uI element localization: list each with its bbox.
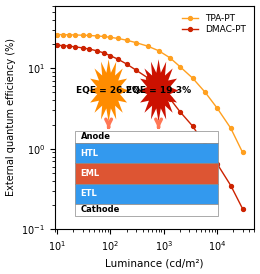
Text: Cathode: Cathode [81, 206, 120, 214]
TPA-PT [109, 36, 112, 39]
Y-axis label: External quantum efficiency (%): External quantum efficiency (%) [5, 38, 16, 196]
DMAC-PT [81, 46, 84, 50]
TPA-PT [216, 107, 219, 110]
TPA-PT [74, 33, 77, 37]
DMAC-PT [125, 62, 128, 65]
DMAC-PT [117, 58, 120, 61]
Text: ETL: ETL [81, 189, 98, 198]
DMAC-PT [56, 44, 59, 47]
TPA-PT [117, 37, 120, 40]
TPA-PT [241, 151, 244, 154]
TPA-PT [56, 33, 59, 36]
DMAC-PT [216, 162, 219, 165]
TPA-PT [81, 34, 84, 37]
Text: EML: EML [81, 169, 100, 178]
TPA-PT [134, 41, 138, 44]
DMAC-PT [191, 125, 194, 128]
DMAC-PT [62, 44, 65, 47]
Text: EQE = 26.2%: EQE = 26.2% [76, 86, 141, 95]
TPA-PT [68, 33, 71, 36]
TPA-PT [168, 56, 171, 59]
Text: HTL: HTL [81, 149, 99, 158]
TPA-PT [125, 39, 128, 42]
DMAC-PT [109, 54, 112, 57]
Legend: TPA-PT, DMAC-PT: TPA-PT, DMAC-PT [178, 10, 250, 38]
TPA-PT [95, 34, 98, 38]
DMAC-PT [68, 44, 71, 48]
TPA-PT [191, 77, 194, 80]
DMAC-PT [178, 110, 181, 113]
DMAC-PT [229, 184, 232, 187]
DMAC-PT [146, 76, 149, 79]
Text: Anode: Anode [81, 132, 111, 141]
Bar [75, 204, 218, 216]
DMAC-PT [88, 47, 91, 51]
TPA-PT [178, 65, 181, 68]
DMAC-PT [102, 51, 105, 55]
TPA-PT [157, 49, 160, 52]
TPA-PT [204, 91, 207, 94]
Bar [75, 131, 218, 143]
Text: EQE = 19.3%: EQE = 19.3% [126, 86, 191, 95]
DMAC-PT [204, 144, 207, 147]
X-axis label: Luminance (cd/m²): Luminance (cd/m²) [105, 258, 204, 269]
Bar [75, 184, 218, 204]
DMAC-PT [241, 207, 244, 210]
TPA-PT [88, 34, 91, 37]
TPA-PT [229, 127, 232, 130]
Bar [75, 163, 218, 184]
DMAC-PT [168, 97, 171, 100]
TPA-PT [146, 44, 149, 48]
Bar [75, 143, 218, 163]
DMAC-PT [95, 49, 98, 52]
Line: DMAC-PT: DMAC-PT [55, 43, 245, 211]
Line: TPA-PT: TPA-PT [55, 33, 245, 155]
Polygon shape [139, 59, 179, 122]
DMAC-PT [157, 86, 160, 89]
DMAC-PT [134, 68, 138, 72]
TPA-PT [62, 33, 65, 36]
TPA-PT [102, 35, 105, 38]
DMAC-PT [74, 45, 77, 48]
Polygon shape [89, 59, 129, 122]
